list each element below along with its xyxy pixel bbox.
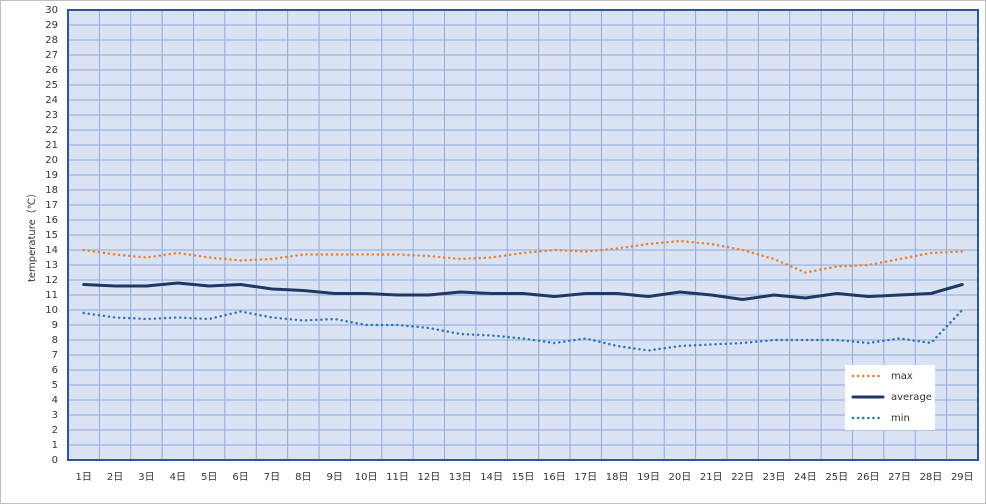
y-tick-label: 6 [52, 365, 58, 376]
y-tick-label: 25 [45, 80, 58, 91]
series-line [82, 308, 964, 352]
x-tick-label: 3日 [138, 472, 154, 483]
x-tick-label: 29日 [951, 472, 974, 483]
plot-border [67, 9, 979, 461]
x-tick-label: 21日 [700, 472, 723, 483]
y-tick-label: 17 [45, 200, 58, 211]
x-tick-label: 8日 [295, 472, 311, 483]
x-tick-label: 1日 [76, 472, 92, 483]
x-tick-label: 19日 [637, 472, 660, 483]
x-tick-label: 27日 [888, 472, 911, 483]
y-tick-label: 23 [45, 110, 58, 121]
y-tick-label: 3 [52, 410, 58, 421]
series-line [82, 281, 964, 301]
y-axis-label: temperature（℃） [26, 188, 38, 282]
y-tick-label: 28 [45, 35, 58, 46]
x-tick-label: 17日 [574, 472, 597, 483]
y-tick-label: 22 [45, 125, 58, 136]
x-tick-label: 23日 [763, 472, 786, 483]
x-tick-label: 11日 [386, 472, 409, 483]
x-tick-label: 12日 [417, 472, 440, 483]
series-line [82, 239, 964, 274]
legend-label: min [891, 413, 910, 424]
y-tick-label: 1 [52, 440, 58, 451]
x-tick-label: 18日 [606, 472, 629, 483]
y-tick-label: 16 [45, 215, 58, 226]
y-tick-label: 4 [52, 395, 58, 406]
x-tick-label: 25日 [825, 472, 848, 483]
x-tick-label: 4日 [170, 472, 186, 483]
x-tick-label: 7日 [264, 472, 280, 483]
y-tick-label: 19 [45, 170, 58, 181]
y-tick-label: 12 [45, 275, 58, 286]
y-tick-label: 27 [45, 50, 58, 61]
x-tick-label: 6日 [232, 472, 248, 483]
x-tick-label: 28日 [920, 472, 943, 483]
x-tick-label: 16日 [543, 472, 566, 483]
x-tick-label: 10日 [355, 472, 378, 483]
x-tick-label: 5日 [201, 472, 217, 483]
x-tick-label: 13日 [449, 472, 472, 483]
y-tick-label: 7 [52, 350, 58, 361]
y-tick-label: 29 [45, 20, 58, 31]
y-tick-label: 2 [52, 425, 58, 436]
x-tick-label: 24日 [794, 472, 817, 483]
x-tick-label: 20日 [669, 472, 692, 483]
x-tick-label: 22日 [731, 472, 754, 483]
y-tick-label: 14 [45, 245, 58, 256]
y-tick-label: 24 [45, 95, 58, 106]
x-tick-label: 14日 [480, 472, 503, 483]
y-tick-label: 20 [45, 155, 58, 166]
y-tick-label: 10 [45, 305, 58, 316]
x-tick-label: 2日 [107, 472, 123, 483]
y-tick-label: 5 [52, 380, 58, 391]
y-tick-label: 15 [45, 230, 58, 241]
y-tick-label: 11 [45, 290, 58, 301]
legend-label: max [891, 371, 913, 382]
y-tick-label: 30 [45, 5, 58, 16]
y-tick-label: 9 [52, 320, 58, 331]
x-tick-label: 15日 [512, 472, 535, 483]
y-tick-label: 8 [52, 335, 58, 346]
x-tick-label: 9日 [327, 472, 343, 483]
y-tick-label: 21 [45, 140, 58, 151]
x-tick-label: 26日 [857, 472, 880, 483]
y-tick-label: 13 [45, 260, 58, 271]
y-tick-label: 18 [45, 185, 58, 196]
legend-label: average [891, 392, 932, 403]
y-tick-label: 0 [52, 455, 58, 466]
y-tick-label: 26 [45, 65, 58, 76]
